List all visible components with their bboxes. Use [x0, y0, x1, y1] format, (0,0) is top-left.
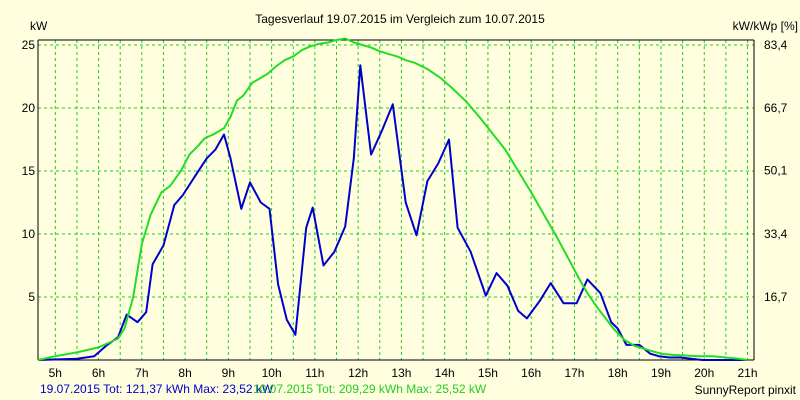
y-tick-label-right: 50,1 — [764, 164, 788, 178]
y-tick-label-left: 25 — [22, 38, 36, 52]
series-line-2 — [37, 37, 748, 361]
x-tick-label: 18h — [608, 366, 628, 380]
series-2-stats: 10.07.2015 Tot: 209,29 kWh Max: 25,52 kW — [253, 382, 487, 396]
x-tick-label: 16h — [521, 366, 541, 380]
x-tick-label: 5h — [49, 366, 62, 380]
chart-title: Tagesverlauf 19.07.2015 im Vergleich zum… — [255, 12, 545, 26]
x-tick-label: 8h — [178, 366, 191, 380]
y-tick-label-right: 83,4 — [764, 38, 788, 52]
y-tick-label-left: 5 — [28, 290, 35, 304]
brand-credit: SunnyReport pinxit — [695, 383, 797, 397]
series-1-stats: 19.07.2015 Tot: 121,37 kWh Max: 23,52 kW — [40, 382, 274, 396]
y-tick-label-right: 66,7 — [764, 101, 788, 115]
x-tick-label: 11h — [305, 366, 324, 380]
y-tick-label-left: 15 — [22, 164, 36, 178]
x-tick-label: 17h — [564, 366, 584, 380]
x-tick-label: 6h — [92, 366, 105, 380]
x-tick-label: 9h — [222, 366, 235, 380]
x-tick-label: 12h — [348, 366, 368, 380]
y-tick-label-left: 20 — [22, 101, 36, 115]
y-tick-label-right: 33,4 — [764, 227, 788, 241]
y-axis-left-label: kW — [30, 19, 48, 33]
x-tick-label: 10h — [262, 366, 282, 380]
y-tick-label-left: 10 — [22, 227, 36, 241]
x-tick-label: 19h — [651, 366, 671, 380]
series-line-1 — [37, 64, 748, 361]
y-axis-right-label: kW/kWp [%] — [733, 19, 798, 33]
x-tick-label: 15h — [478, 366, 498, 380]
x-tick-label: 14h — [435, 366, 455, 380]
x-tick-label: 20h — [694, 366, 714, 380]
x-tick-label: 21h — [737, 366, 757, 380]
y-tick-label-right: 16,7 — [764, 290, 788, 304]
x-tick-label: 7h — [135, 366, 148, 380]
x-tick-label: 13h — [391, 366, 411, 380]
